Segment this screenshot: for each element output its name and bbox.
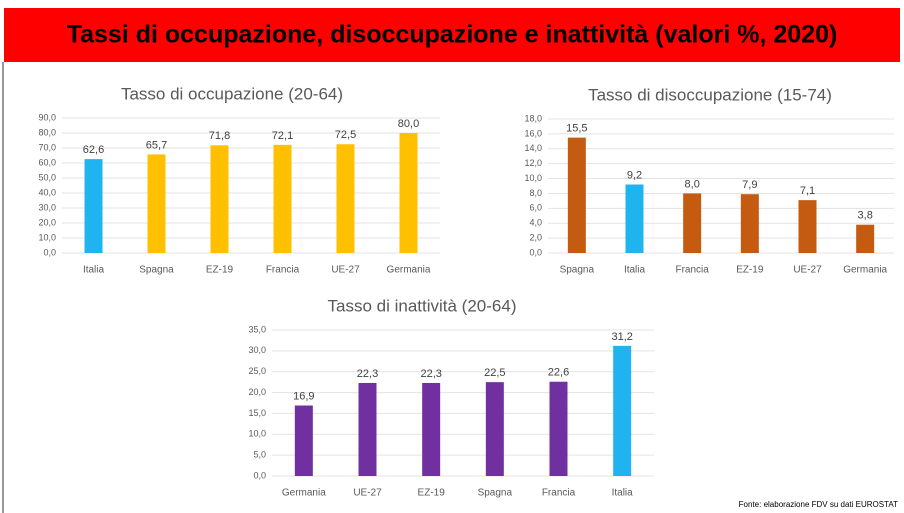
value-label: 31,2 [611, 331, 632, 343]
y-tick-label: 0,0 [43, 247, 56, 257]
y-tick-label: 70,0 [38, 142, 56, 152]
x-tick-label: UE-27 [331, 265, 360, 276]
y-tick-label: 15,0 [248, 408, 266, 418]
value-label: 15,5 [566, 123, 587, 135]
chart-title: Tasso di occupazione (20-64) [121, 84, 343, 103]
bar [683, 193, 702, 253]
y-tick-label: 10,0 [38, 232, 56, 242]
bar [294, 405, 313, 476]
value-label: 22,3 [357, 368, 378, 380]
slide-title: Tassi di occupazione, disoccupazione e i… [67, 21, 838, 49]
value-label: 62,6 [83, 144, 104, 156]
x-tick-label: Germania [282, 488, 326, 499]
x-tick-label: EZ-19 [206, 265, 234, 276]
y-tick-label: 0,0 [529, 247, 542, 257]
bar [210, 145, 229, 253]
bar [84, 159, 103, 253]
bar [740, 194, 759, 253]
value-label: 65,7 [146, 139, 167, 151]
x-tick-label: UE-27 [353, 488, 382, 499]
x-tick-label: Francia [542, 488, 576, 499]
value-label: 80,0 [398, 118, 419, 130]
x-tick-label: UE-27 [793, 265, 822, 276]
value-label: 22,5 [484, 367, 505, 379]
y-tick-label: 20,0 [248, 387, 266, 397]
x-tick-label: Germania [843, 265, 887, 276]
y-tick-label: 2,0 [529, 232, 542, 242]
y-tick-label: 18,0 [524, 113, 542, 123]
y-tick-label: 30,0 [248, 345, 266, 355]
y-tick-label: 30,0 [38, 202, 56, 212]
bar [567, 137, 586, 253]
value-label: 71,8 [209, 130, 230, 142]
value-label: 22,6 [548, 367, 569, 379]
y-tick-label: 50,0 [38, 172, 56, 182]
x-tick-label: Francia [266, 265, 300, 276]
value-label: 72,1 [272, 130, 293, 142]
x-tick-label: Germania [387, 265, 431, 276]
chart-title: Tasso di disoccupazione (15-74) [588, 85, 832, 104]
y-tick-label: 35,0 [248, 324, 266, 334]
bar [422, 382, 441, 476]
value-label: 9,2 [627, 169, 642, 181]
y-tick-label: 10,0 [524, 173, 542, 183]
y-tick-label: 90,0 [38, 112, 56, 122]
y-tick-label: 60,0 [38, 157, 56, 167]
y-tick-label: 8,0 [529, 188, 542, 198]
y-tick-label: 40,0 [38, 187, 56, 197]
bar [613, 345, 632, 476]
x-tick-label: Spagna [560, 265, 595, 276]
y-tick-label: 10,0 [248, 429, 266, 439]
header-bar [4, 8, 900, 62]
y-tick-label: 6,0 [529, 203, 542, 213]
x-tick-label: Italia [612, 488, 634, 499]
chart-title: Tasso di inattività (20-64) [328, 296, 517, 315]
y-tick-label: 80,0 [38, 127, 56, 137]
y-tick-label: 25,0 [248, 366, 266, 376]
x-tick-label: Spagna [139, 265, 174, 276]
x-tick-label: Italia [83, 265, 105, 276]
y-tick-label: 0,0 [253, 470, 266, 480]
x-tick-label: EZ-19 [736, 265, 764, 276]
value-label: 72,5 [335, 129, 356, 141]
bar [856, 224, 875, 253]
value-label: 3,8 [858, 210, 873, 222]
bar [358, 382, 377, 476]
x-tick-label: Francia [675, 265, 709, 276]
bar [625, 184, 644, 253]
bar [273, 144, 292, 253]
value-label: 7,1 [800, 185, 815, 197]
value-label: 22,3 [420, 368, 441, 380]
y-tick-label: 12,0 [524, 158, 542, 168]
bar [798, 200, 817, 253]
x-tick-label: EZ-19 [418, 488, 446, 499]
value-label: 16,9 [293, 390, 314, 402]
x-tick-label: Spagna [478, 488, 513, 499]
y-tick-label: 20,0 [38, 217, 56, 227]
y-tick-label: 16,0 [524, 128, 542, 138]
bar [336, 144, 355, 253]
bar [485, 382, 504, 476]
bar [399, 133, 418, 253]
y-tick-label: 5,0 [253, 450, 266, 460]
bar [549, 381, 568, 476]
x-tick-label: Italia [624, 265, 646, 276]
y-tick-label: 4,0 [529, 218, 542, 228]
value-label: 8,0 [685, 178, 700, 190]
value-label: 7,9 [742, 179, 757, 191]
bar [147, 154, 166, 253]
source-note: Fonte: elaborazione FDV su dati EUROSTAT [739, 500, 898, 509]
y-tick-label: 14,0 [524, 143, 542, 153]
